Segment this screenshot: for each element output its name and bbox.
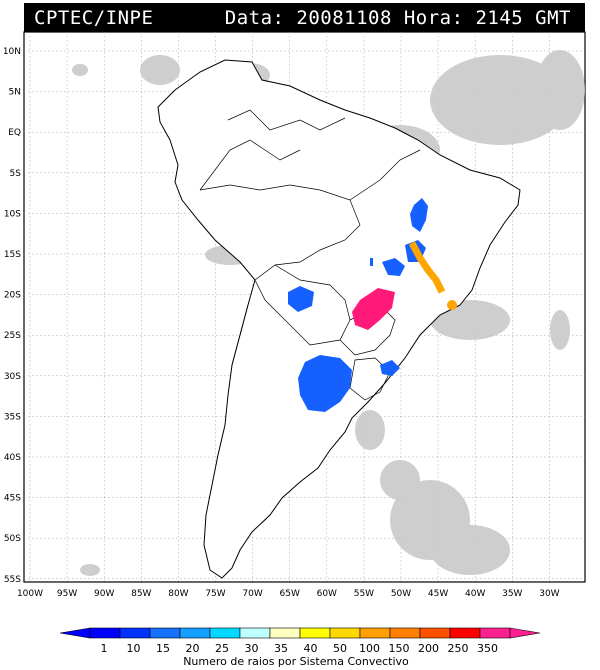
storm-argentina-uruguay [298,355,352,412]
legend-swatch [239,627,271,639]
lat-label: 5N [9,88,21,98]
lat-label: 15S [4,250,21,260]
lon-label: 85W [131,589,151,599]
lat-label: 20S [4,291,21,301]
lat-label: 40S [4,453,21,463]
legend-swatch [359,627,391,639]
lon-label: 50W [391,589,411,599]
lat-label: 30S [4,372,21,382]
legend-label: 30 [245,642,259,655]
map-area: 10N5NEQ5S10S15S20S25S30S35S40S45S50S55S … [3,31,586,599]
lon-label: 75W [205,589,225,599]
country-borders [199,109,421,401]
legend-swatch [179,627,211,639]
legend-swatch [479,627,511,639]
lat-label: 25S [4,331,21,341]
legend-swatch [269,627,301,639]
lon-label: 90W [94,589,114,599]
legend-label: 35 [274,642,288,655]
storm-goias-west [382,258,405,276]
convective-systems [288,198,457,412]
map-header: CPTEC/INPE Data: 20081108 Hora: 2145 GMT [24,3,585,32]
storm-minas-gerais [408,241,446,294]
storm-minas-small [447,300,457,310]
legend-swatch [389,627,421,639]
lon-label: 40W [465,589,485,599]
lon-label: 80W [168,589,188,599]
datetime-label: Data: 20081108 Hora: 2145 GMT [224,6,571,29]
legend-colorbar: 1 10 15 20 25 30 35 40 50 100 150 200 250 350 [59,627,541,655]
latitude-labels: 10N 5N EQ 5S 10S 15S 20S 25S 30S 35S 40S 45S 50S 55S [3,47,21,585]
lat-label: 10N [3,47,21,57]
lon-label: 45W [428,589,448,599]
lat-label: 45S [4,494,21,504]
legend-swatch [149,627,181,639]
storm-paraguay-chaco [288,286,314,312]
lon-label: 30W [539,589,559,599]
legend-swatch [119,627,151,639]
legend-swatch [299,627,331,639]
lon-label: 55W [354,589,374,599]
storm-rio-grande-sul [380,360,400,376]
legend-swatch [329,627,361,639]
legend-label: 15 [156,642,170,655]
lon-label: 95W [57,589,77,599]
lon-label: 100W [17,589,43,599]
lat-label: 5S [10,169,22,179]
legend-swatch [419,627,451,639]
lat-label: 35S [4,412,21,422]
storm-mato-grosso-sul [352,288,395,330]
legend-label: 150 [389,642,410,655]
lat-label: 55S [4,575,21,585]
lat-label: 50S [4,534,21,544]
lon-label: 35W [502,589,522,599]
legend-label: 10 [127,642,141,655]
lat-label: 10S [4,209,21,219]
longitude-labels: 100W 95W 90W 85W 80W 75W 70W 65W 60W 55W 50W 45W 40W… [17,589,560,599]
south-america-coastline [157,59,521,579]
legend-title: Numero de raios por Sistema Convectivo [183,655,409,668]
lat-label: EQ [8,128,21,138]
legend-swatch [449,627,481,639]
source-label: CPTEC/INPE [34,6,154,29]
legend-arrow-right [509,627,541,639]
legend-label: 1 [101,642,108,655]
legend-label: 50 [333,642,347,655]
legend-label: 25 [215,642,229,655]
storm-tiny [370,258,373,266]
legend-label: 100 [359,642,380,655]
legend-swatch [209,627,241,639]
lon-label: 65W [280,589,300,599]
legend-label: 250 [448,642,469,655]
legend-label: 350 [477,642,498,655]
legend-arrow-left [59,627,91,639]
legend-swatch [89,627,121,639]
legend-label: 40 [304,642,318,655]
lon-label: 70W [242,589,262,599]
lon-label: 60W [317,589,337,599]
legend-label: 20 [186,642,200,655]
storm-north-central-brazil [410,198,428,232]
legend-label: 200 [418,642,439,655]
